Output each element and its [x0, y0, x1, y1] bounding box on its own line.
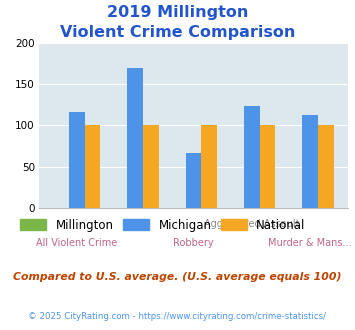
Text: © 2025 CityRating.com - https://www.cityrating.com/crime-statistics/: © 2025 CityRating.com - https://www.city…: [28, 312, 327, 321]
Text: Aggravated Assault: Aggravated Assault: [204, 219, 300, 229]
Text: 2019 Millington: 2019 Millington: [107, 5, 248, 20]
Text: Violent Crime Comparison: Violent Crime Comparison: [60, 25, 295, 40]
Text: All Violent Crime: All Violent Crime: [36, 238, 118, 248]
Bar: [84, 124, 100, 208]
Text: Rape: Rape: [123, 219, 148, 229]
Bar: [318, 124, 334, 208]
Bar: [260, 124, 275, 208]
Text: Compared to U.S. average. (U.S. average equals 100): Compared to U.S. average. (U.S. average …: [13, 272, 342, 282]
Bar: [127, 68, 143, 208]
Bar: [143, 124, 159, 208]
Bar: [69, 112, 84, 208]
Bar: [244, 106, 260, 208]
Bar: [201, 124, 217, 208]
Text: Robbery: Robbery: [173, 238, 214, 248]
Text: Murder & Mans...: Murder & Mans...: [268, 238, 352, 248]
Bar: [302, 115, 318, 208]
Legend: Millington, Michigan, National: Millington, Michigan, National: [20, 219, 306, 232]
Bar: [186, 153, 201, 208]
